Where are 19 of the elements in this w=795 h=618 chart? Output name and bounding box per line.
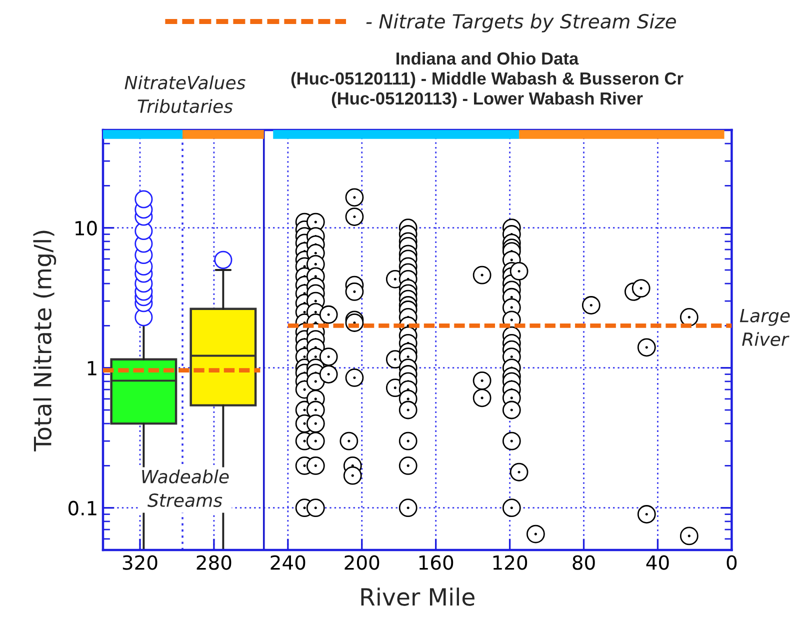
- text: NitrateValues Tributaries: [124, 75, 246, 114]
- x-tick-label: 0: [726, 555, 737, 570]
- y-axis-title: Total Nitrate (mg/l): [33, 230, 56, 452]
- x-tick-label: 80: [572, 555, 595, 570]
- x-tick-label: 200: [344, 555, 380, 570]
- y-tick-label: 0.1: [68, 500, 96, 516]
- x-tick-label: 320: [122, 555, 158, 570]
- text: Large River: [740, 308, 790, 346]
- x-tick-label: 240: [270, 555, 306, 570]
- x-tick-label: 160: [419, 555, 454, 570]
- x-tick-label: 280: [196, 555, 232, 570]
- x-tick-label: 120: [493, 555, 528, 570]
- y-tick-label: 10: [76, 220, 97, 236]
- x-tick-label: 40: [646, 555, 669, 570]
- x-axis-title: River Mile: [361, 588, 474, 606]
- y-tick-label: 1: [88, 361, 96, 376]
- text: - Nitrate Targets by Stream Size: [366, 14, 676, 32]
- annotation: Wadeable Streams: [142, 469, 229, 508]
- chart-title: Indiana and Ohio Data (Huc-05120111) - Middle Wabash & Busseron Cr (Huc-05120113) - Lower Wabash River: [291, 52, 684, 108]
